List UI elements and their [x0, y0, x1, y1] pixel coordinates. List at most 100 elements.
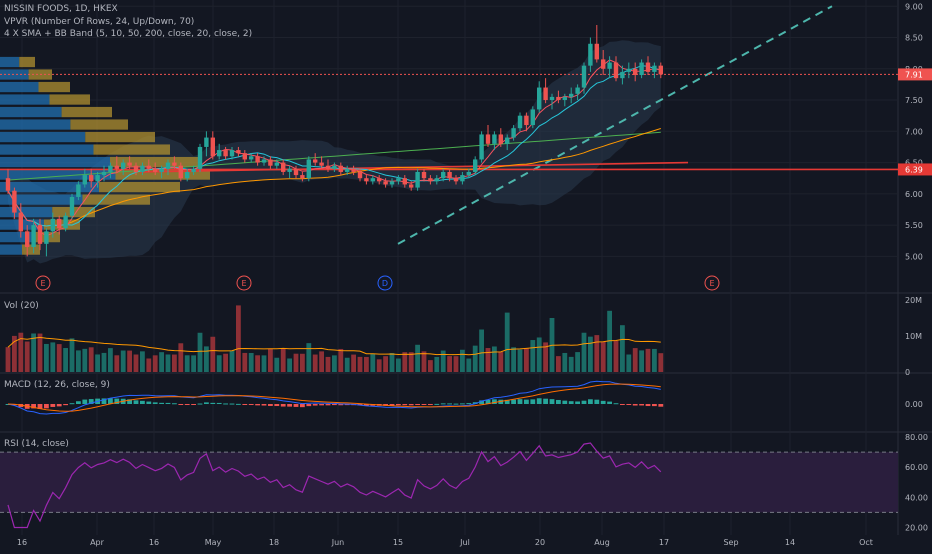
volume-bar [607, 310, 612, 372]
event-marker-label: E [709, 279, 714, 288]
macd-histogram-bar [319, 404, 324, 406]
time-axis-label: May [205, 538, 222, 547]
candle-body [415, 171, 420, 188]
volume-bar [428, 360, 433, 372]
vpvr-down-bar [93, 144, 170, 155]
vpvr-up-bar [0, 169, 116, 180]
vpvr-down-bar [49, 94, 90, 105]
macd-histogram-bar [261, 404, 267, 406]
vpvr-up-bar [0, 56, 20, 68]
macd-histogram-bar [255, 404, 260, 406]
volume-bar [184, 355, 190, 372]
volume-bar [421, 351, 427, 372]
volume-bar [351, 354, 356, 372]
sma-bb-legend[interactable]: 4 X SMA + BB Band (5, 10, 50, 200, close… [4, 29, 253, 39]
macd-histogram-bar [460, 403, 465, 405]
bollinger-band [8, 40, 661, 264]
volume-bar [82, 348, 88, 372]
volume-bar [575, 352, 580, 372]
rsi-band [0, 452, 898, 513]
candle-body [428, 178, 433, 182]
time-axis-label: 18 [269, 538, 279, 547]
volume-bar [402, 352, 408, 372]
macd-signal-line [7, 383, 661, 412]
rsi-pane-title[interactable]: RSI (14, close) [4, 439, 69, 449]
candle-body [601, 59, 606, 69]
volume-bar [12, 335, 17, 372]
candle-body [338, 165, 343, 172]
time-axis-label: Jun [331, 538, 345, 547]
candle-body [460, 175, 465, 182]
macd-histogram-bar [242, 404, 248, 405]
candle-body [18, 212, 23, 232]
volume-bar [242, 352, 248, 372]
event-marker-label: E [40, 279, 45, 288]
macd-histogram-bar [396, 404, 401, 406]
candle-body [652, 65, 657, 72]
vpvr-down-bar [110, 156, 200, 168]
macd-histogram-bar [127, 399, 132, 404]
macd-histogram-bar [133, 400, 139, 404]
macd-histogram-bar [402, 404, 408, 406]
macd-histogram-bar [108, 398, 113, 404]
volume-bar [632, 348, 638, 372]
candle-body [274, 162, 279, 166]
volume-bar [133, 354, 139, 372]
candle-body [447, 171, 452, 179]
volume-bar [370, 353, 376, 372]
candle-body [146, 165, 151, 169]
candle-body [645, 62, 651, 72]
candle-body [165, 162, 171, 169]
macd-histogram-bar [152, 402, 158, 404]
candle-body [281, 162, 286, 172]
candle-body [543, 87, 548, 101]
candle-body [402, 178, 407, 185]
volume-tick-label: 20M [905, 296, 922, 305]
macd-histogram-bar [236, 403, 241, 405]
candle-body [357, 171, 363, 179]
candle-body [511, 128, 516, 138]
macd-histogram-bar [562, 400, 568, 404]
volume-bar [165, 354, 171, 372]
candle-body [498, 134, 503, 144]
volume-bar [498, 352, 504, 372]
volume-bar [63, 348, 68, 372]
vpvr-legend[interactable]: VPVR (Number Of Rows, 24, Up/Down, 70) [4, 17, 195, 27]
candle-body [204, 137, 209, 147]
macd-histogram-bar [639, 404, 644, 406]
vpvr-down-bar [19, 56, 35, 68]
rsi-line [7, 442, 662, 529]
macd-histogram-bar [56, 404, 62, 407]
volume-bar [210, 336, 216, 372]
volume-bar [69, 338, 75, 372]
symbol-legend[interactable]: NISSIN FOODS, 1D, HKEX [4, 4, 118, 14]
macd-pane-title[interactable]: MACD (12, 26, close, 9) [4, 380, 110, 390]
rsi-tick-label: 80.00 [905, 433, 928, 442]
vpvr-down-bar [115, 169, 210, 180]
macd-histogram-bar [479, 400, 484, 404]
volume-bar [594, 335, 600, 372]
macd-histogram-bar [600, 400, 606, 404]
candle-body [172, 162, 177, 166]
last-price-label: 7.91 [905, 70, 923, 79]
volume-pane-title[interactable]: Vol (20) [4, 301, 39, 311]
macd-histogram-bar [536, 398, 542, 404]
volume-bar [31, 333, 36, 372]
volume-bar [581, 332, 587, 372]
volume-bar [556, 356, 561, 372]
macd-histogram-bar [325, 404, 331, 406]
macd-histogram-bar [594, 399, 600, 404]
event-marker-e [236, 275, 252, 291]
macd-histogram-bar [184, 404, 190, 405]
candle-body [581, 65, 587, 88]
candle-body [517, 115, 523, 129]
volume-bar [152, 355, 158, 372]
macd-histogram-bar [364, 404, 369, 406]
vpvr-up-bar [0, 144, 94, 155]
volume-bar [101, 352, 107, 372]
macd-histogram-bar [69, 403, 75, 405]
volume-bar [434, 356, 440, 372]
volume-bar [645, 348, 651, 372]
time-axis-label: Oct [859, 538, 873, 547]
